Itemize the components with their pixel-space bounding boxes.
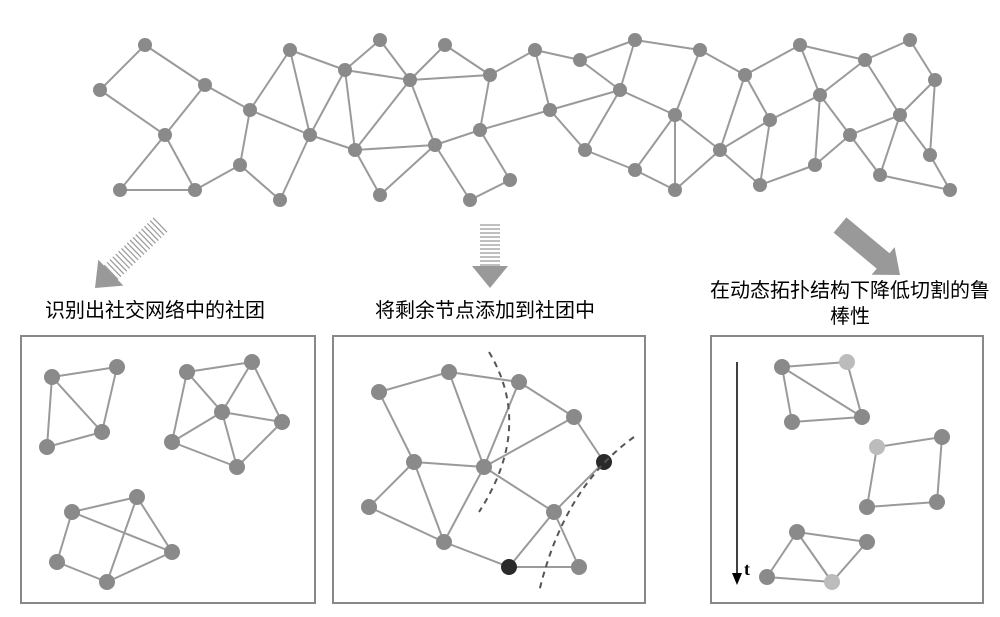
label-step3: 在动态拓扑结构下降低切割的鲁棒性 — [710, 278, 990, 330]
panel-communities — [20, 335, 316, 604]
label-step2: 将剩余节点添加到社团中 — [335, 298, 635, 324]
diagram-container: 识别出社交网络中的社团 将剩余节点添加到社团中 在动态拓扑结构下降低切割的鲁棒性… — [10, 10, 990, 607]
label-step1: 识别出社交网络中的社团 — [15, 298, 295, 324]
svg-text:t: t — [744, 559, 750, 579]
panel-add-nodes — [332, 335, 646, 604]
panel-dynamic: t — [710, 335, 984, 604]
